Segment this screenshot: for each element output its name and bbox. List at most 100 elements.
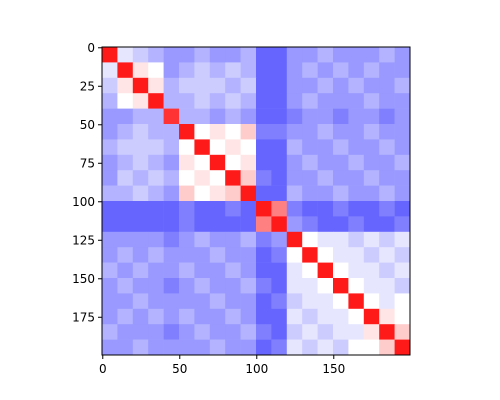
heatmap-cell	[363, 170, 380, 186]
heatmap-cell	[317, 216, 334, 233]
heatmap-cell	[148, 124, 164, 140]
heatmap-cell	[163, 170, 180, 186]
heatmap-cell	[348, 293, 365, 310]
heatmap-cell	[225, 293, 241, 310]
heatmap-cell	[317, 324, 334, 340]
heatmap-cell	[333, 77, 349, 94]
heatmap-cell	[102, 77, 118, 94]
heatmap-cell	[225, 216, 241, 233]
heatmap-cell	[348, 93, 365, 109]
heatmap-cell	[225, 201, 241, 217]
heatmap-cell	[256, 170, 272, 186]
heatmap-cell	[179, 324, 195, 340]
heatmap-cell	[163, 231, 180, 248]
heatmap-cell	[333, 185, 349, 202]
heatmap-cell	[102, 339, 118, 356]
heatmap-cell	[225, 185, 241, 202]
heatmap-cell	[348, 201, 365, 217]
heatmap-cell	[333, 216, 349, 233]
heatmap-cell	[240, 170, 257, 186]
heatmap-cell	[394, 339, 411, 356]
heatmap-cell	[179, 231, 195, 248]
heatmap-cell	[102, 247, 118, 263]
heatmap-cell	[148, 308, 164, 325]
heatmap-cell	[286, 324, 303, 340]
heatmap-cell	[117, 47, 134, 63]
heatmap-cell	[379, 185, 395, 202]
heatmap-cell	[379, 231, 395, 248]
heatmap-cell	[379, 170, 395, 186]
heatmap-cell	[333, 139, 349, 156]
heatmap-cell	[117, 62, 134, 79]
heatmap-cell	[209, 108, 226, 125]
heatmap-cell	[117, 185, 134, 202]
heatmap-cell	[209, 93, 226, 109]
heatmap-cell	[102, 170, 118, 186]
heatmap-cell	[132, 170, 149, 186]
heatmap-cell	[394, 62, 411, 79]
heatmap-cell	[302, 262, 318, 279]
heatmap-cell	[194, 293, 211, 310]
heatmap-cell	[240, 154, 257, 171]
heatmap-cell	[102, 139, 118, 156]
heatmap-cell	[209, 62, 226, 79]
heatmap-cell	[286, 62, 303, 79]
heatmap-cell	[363, 62, 380, 79]
heatmap-cell	[148, 231, 164, 248]
heatmap-cell	[271, 216, 288, 233]
heatmap-cell	[256, 47, 272, 63]
heatmap-cell	[163, 247, 180, 263]
heatmap-cell	[194, 170, 211, 186]
heatmap-cell	[209, 47, 226, 63]
heatmap-cell	[256, 93, 272, 109]
heatmap-cell	[348, 278, 365, 294]
heatmap-cell	[363, 47, 380, 63]
heatmap-cell	[379, 339, 395, 356]
heatmap-cell	[240, 293, 257, 310]
heatmap-cell	[240, 185, 257, 202]
heatmap-cell	[394, 154, 411, 171]
heatmap-cell	[256, 247, 272, 263]
heatmap-cell	[132, 293, 149, 310]
heatmap-cell	[240, 308, 257, 325]
heatmap-cell	[286, 247, 303, 263]
heatmap-cell	[333, 293, 349, 310]
heatmap-cell	[148, 154, 164, 171]
heatmap-cell	[394, 231, 411, 248]
heatmap-cell	[271, 262, 288, 279]
heatmap-cell	[163, 308, 180, 325]
heatmap-cell	[379, 139, 395, 156]
heatmap-cell	[117, 216, 134, 233]
heatmap-cell	[209, 154, 226, 171]
heatmap-cell	[302, 339, 318, 356]
heatmap-cell	[317, 124, 334, 140]
heatmap-cell	[271, 62, 288, 79]
heatmap-cell	[286, 293, 303, 310]
heatmap-cell	[302, 231, 318, 248]
heatmap-cell	[286, 231, 303, 248]
heatmap-cell	[271, 308, 288, 325]
heatmap-cell	[132, 47, 149, 63]
heatmap-cell	[102, 324, 118, 340]
heatmap-cell	[179, 185, 195, 202]
heatmap-cell	[317, 293, 334, 310]
heatmap-cell	[363, 185, 380, 202]
heatmap-cell	[363, 278, 380, 294]
heatmap-cell	[117, 293, 134, 310]
heatmap-cell	[333, 124, 349, 140]
heatmap-cell	[256, 324, 272, 340]
heatmap-cell	[317, 231, 334, 248]
heatmap-cell	[256, 308, 272, 325]
heatmap-cell	[194, 108, 211, 125]
heatmap-cell	[225, 124, 241, 140]
heatmap-cell	[302, 308, 318, 325]
heatmap-cell	[271, 124, 288, 140]
heatmap-cell	[225, 77, 241, 94]
y-tick-label: 25	[80, 79, 95, 93]
heatmap-cell	[102, 262, 118, 279]
heatmap-cell	[302, 77, 318, 94]
heatmap-cell	[363, 139, 380, 156]
heatmap-cell	[348, 154, 365, 171]
heatmap-cell	[271, 139, 288, 156]
